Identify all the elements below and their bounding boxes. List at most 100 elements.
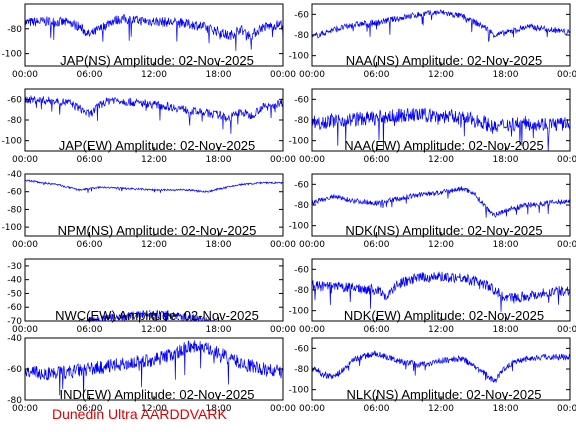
x-tick-label: 06:00 (77, 155, 103, 165)
chart-panel: -100 -80 00:00 06:00 12:00 18:00 00:00 JAP(NS) … (2, 3, 296, 80)
x-tick-label: 00:00 (270, 404, 296, 414)
x-tick-label: 00:00 (557, 240, 576, 250)
x-tick-label: 12:00 (141, 155, 167, 165)
amplitude-series-line (25, 14, 283, 51)
y-tick-label: -80 (294, 116, 309, 126)
x-tick-label: 12:00 (141, 325, 167, 335)
amplitude-series-line (312, 350, 570, 384)
chart-panel: -100 -80 -60 00:00 06:00 12:00 18:00 00:00 JAP(E… (2, 88, 296, 165)
x-tick-label: 00:00 (557, 155, 576, 165)
x-tick-label: 18:00 (493, 404, 519, 414)
y-tick-label: -80 (294, 31, 309, 41)
y-tick-label: -80 (294, 286, 309, 296)
x-tick-label: 18:00 (206, 240, 232, 250)
y-tick-label: -60 (294, 344, 309, 354)
chart-panel: -100 -80 -60 00:00 06:00 12:00 18:00 00:00 NDK(N… (289, 173, 576, 250)
y-tick-label: -70 (7, 317, 22, 327)
amplitude-series-line (25, 95, 283, 134)
chart-panel: -70 -60 -50 -40 -30 00:00 06:00 12:00 18:00 00:00… (7, 258, 296, 335)
x-tick-label: 12:00 (141, 404, 167, 414)
x-tick-label: 12:00 (428, 404, 454, 414)
x-tick-label: 00:00 (12, 70, 38, 80)
chart-panel: -100 -80 -60 -40 00:00 06:00 12:00 18:00 00:00 NP… (2, 170, 297, 250)
chart-panel: -100 -80 -60 00:00 06:00 12:00 18:00 00:00 NAA(N… (289, 3, 576, 80)
x-tick-label: 00:00 (299, 404, 325, 414)
x-tick-label: 18:00 (493, 325, 519, 335)
amplitude-series-line (25, 179, 283, 194)
y-tick-label: -100 (2, 223, 23, 233)
y-tick-label: -60 (294, 180, 309, 190)
y-tick-label: -60 (7, 95, 22, 105)
x-tick-label: 00:00 (270, 70, 296, 80)
panel-title: NDK(NS) Amplitude: 02-Nov-2025 (345, 223, 542, 238)
x-tick-label: 18:00 (493, 155, 519, 165)
y-tick-label: -80 (7, 25, 22, 35)
y-tick-label: -60 (294, 95, 309, 105)
y-tick-label: -100 (289, 386, 310, 396)
x-tick-label: 18:00 (206, 70, 232, 80)
x-tick-label: 18:00 (493, 70, 519, 80)
x-tick-label: 18:00 (206, 155, 232, 165)
amplitude-series-line (312, 186, 570, 218)
chart-panel: -100 -80 -60 00:00 06:00 12:00 18:00 00:00 NAA(E… (289, 88, 576, 165)
x-tick-label: 06:00 (77, 70, 103, 80)
x-tick-label: 12:00 (141, 70, 167, 80)
x-tick-label: 18:00 (206, 404, 232, 414)
x-tick-label: 06:00 (364, 70, 390, 80)
y-tick-label: -80 (7, 205, 22, 215)
x-tick-label: 00:00 (299, 70, 325, 80)
amplitude-series-line (312, 9, 570, 42)
x-tick-label: 00:00 (299, 240, 325, 250)
amplitude-series-line (75, 309, 226, 321)
chart-panel: -80 -60 -40 00:00 06:00 12:00 18:00 00:00 IND(EW… (7, 334, 296, 414)
panel-title: IND(EW) Amplitude: 02-Nov-2025 (59, 387, 254, 402)
y-tick-label: -60 (7, 303, 22, 313)
y-tick-label: -100 (289, 52, 310, 62)
x-tick-label: 06:00 (77, 240, 103, 250)
y-tick-label: -40 (7, 170, 22, 180)
x-tick-label: 06:00 (364, 325, 390, 335)
x-tick-label: 00:00 (299, 325, 325, 335)
x-tick-label: 12:00 (428, 155, 454, 165)
y-tick-label: -100 (2, 137, 23, 147)
panel-title: NAA(NS) Amplitude: 02-Nov-2025 (346, 53, 543, 68)
x-tick-label: 00:00 (12, 404, 38, 414)
x-tick-label: 00:00 (557, 325, 576, 335)
amplitude-series-line (312, 271, 570, 312)
y-tick-label: -80 (294, 365, 309, 375)
x-tick-label: 18:00 (206, 325, 232, 335)
x-tick-label: 00:00 (12, 240, 38, 250)
y-tick-label: -50 (7, 289, 22, 299)
chart-panel: -100 -80 -60 00:00 06:00 12:00 18:00 00:00 NLK(N… (289, 337, 576, 414)
y-tick-label: -80 (7, 396, 22, 406)
y-tick-label: -60 (7, 188, 22, 198)
x-tick-label: 12:00 (428, 240, 454, 250)
y-tick-label: -40 (7, 276, 22, 286)
y-tick-label: -100 (289, 137, 310, 147)
x-tick-label: 12:00 (428, 325, 454, 335)
x-tick-label: 06:00 (77, 325, 103, 335)
x-tick-label: 18:00 (493, 240, 519, 250)
amplitude-series-line (312, 107, 570, 151)
x-tick-label: 06:00 (364, 404, 390, 414)
panel-title: JAP(NS) Amplitude: 02-Nov-2025 (60, 53, 254, 68)
x-tick-label: 00:00 (299, 155, 325, 165)
x-tick-label: 12:00 (428, 70, 454, 80)
y-tick-label: -100 (289, 307, 310, 317)
x-tick-label: 06:00 (77, 404, 103, 414)
amplitude-series-line (25, 340, 283, 399)
x-tick-label: 06:00 (364, 155, 390, 165)
x-tick-label: 12:00 (141, 240, 167, 250)
y-tick-label: -100 (2, 50, 23, 60)
station-footer: Dunedin Ultra AARDDVARK (52, 406, 227, 422)
x-tick-label: 00:00 (270, 325, 296, 335)
panel-title: NDK(EW) Amplitude: 02-Nov-2025 (344, 308, 544, 323)
y-tick-label: -60 (7, 365, 22, 375)
panel-title: NWC(EW) Amplitude: 02-Nov-2025 (55, 308, 259, 323)
panel-title: NAA(EW) Amplitude: 02-Nov-2025 (344, 138, 543, 153)
x-tick-label: 06:00 (364, 240, 390, 250)
x-tick-label: 00:00 (557, 404, 576, 414)
y-tick-label: -30 (7, 262, 22, 272)
y-tick-label: -80 (294, 201, 309, 211)
